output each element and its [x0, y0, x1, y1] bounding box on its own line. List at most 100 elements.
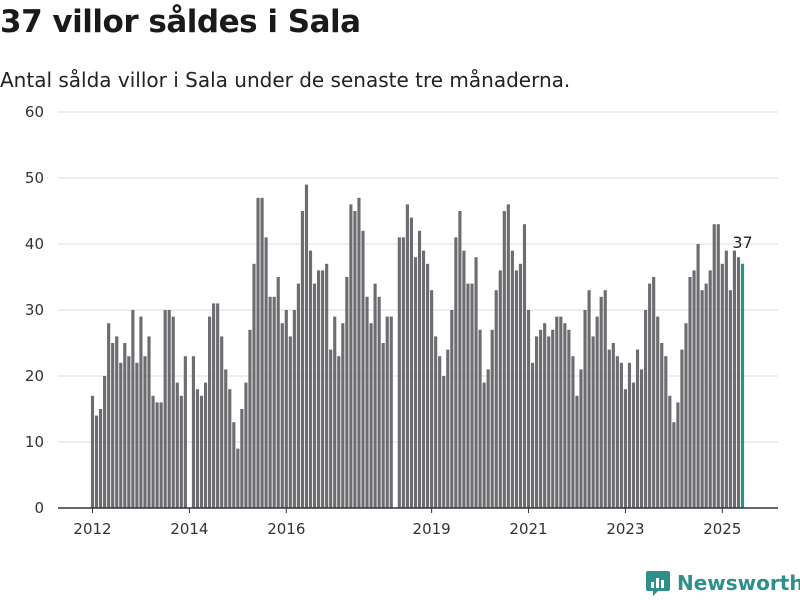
- x-tick-label: 2012: [73, 520, 111, 538]
- bar: [143, 356, 147, 508]
- bar: [603, 290, 607, 508]
- bar: [547, 336, 551, 508]
- bar: [474, 257, 478, 508]
- bar: [337, 356, 341, 508]
- bar: [712, 224, 716, 508]
- y-tick-label: 40: [25, 235, 44, 253]
- bar: [373, 283, 377, 508]
- bar: [163, 310, 167, 508]
- bar: [599, 296, 603, 508]
- bar: [704, 283, 708, 508]
- bar: [413, 257, 418, 508]
- x-tick-label: 2021: [509, 520, 547, 538]
- bar: [607, 349, 611, 508]
- bar: [171, 316, 175, 508]
- bar: [167, 310, 171, 508]
- bar: [329, 349, 333, 508]
- bar: [615, 356, 619, 508]
- bar: [660, 343, 664, 508]
- bar: [99, 409, 103, 508]
- bar: [179, 395, 183, 508]
- y-tick-label: 20: [25, 367, 44, 385]
- bar: [466, 283, 470, 508]
- bar: [155, 402, 159, 508]
- bar: [567, 329, 571, 508]
- bar: [151, 395, 155, 508]
- bar: [115, 336, 119, 508]
- bar: [486, 369, 490, 508]
- bar: [631, 382, 636, 508]
- bar: [672, 422, 676, 508]
- bar: [478, 329, 482, 508]
- bar: [664, 356, 668, 508]
- bar: [280, 323, 284, 508]
- bar: [518, 263, 523, 508]
- bar: [139, 316, 143, 508]
- bar: [684, 323, 688, 508]
- bar: [119, 362, 123, 508]
- bar: [288, 336, 292, 508]
- bar: [385, 316, 389, 508]
- bar: [530, 362, 535, 508]
- bar: [135, 362, 139, 508]
- highlight-value-label: 37: [732, 233, 752, 252]
- bar: [357, 197, 361, 509]
- bar: [514, 270, 518, 508]
- bar: [502, 211, 506, 508]
- chart-subtitle: Antal sålda villor i Sala under de senas…: [0, 68, 571, 92]
- bar: [349, 204, 353, 508]
- bar: [458, 211, 462, 508]
- x-tick-label: 2014: [170, 520, 208, 538]
- bar: [575, 395, 579, 508]
- x-tick-label: 2016: [267, 520, 305, 538]
- bar: [522, 224, 527, 508]
- bar: [462, 250, 466, 508]
- bar: [248, 329, 252, 508]
- bar: [720, 263, 724, 508]
- bar: [216, 303, 220, 508]
- bar: [482, 382, 486, 508]
- bar: [333, 316, 337, 508]
- x-tick-label: 2025: [703, 520, 741, 538]
- bar: [236, 448, 240, 508]
- bar: [680, 349, 684, 508]
- bar: [644, 310, 648, 508]
- bar: [304, 184, 309, 508]
- bar: [426, 263, 430, 508]
- bar: [325, 263, 329, 508]
- bar: [127, 356, 131, 508]
- bar: [676, 402, 680, 508]
- bar: [212, 303, 216, 508]
- y-tick-label: 0: [34, 499, 44, 517]
- bar: [341, 323, 345, 508]
- bar: [494, 290, 498, 508]
- axes: 0 10 20 30 40 50 60 2012 2014 2016 2019 2021 2023 202…: [25, 103, 778, 538]
- newsworthy-logo-icon: [646, 571, 670, 596]
- bar: [256, 197, 260, 509]
- x-tick-label: 2023: [606, 520, 644, 538]
- bar: [732, 250, 736, 508]
- bar: [639, 369, 644, 508]
- bar: [559, 316, 563, 508]
- bar: [111, 343, 115, 508]
- bar: [728, 290, 732, 508]
- bar: [635, 349, 640, 508]
- bar: [490, 329, 494, 508]
- bars: [90, 184, 745, 509]
- bar: [183, 356, 187, 508]
- bar: [656, 316, 660, 508]
- bar: [260, 197, 264, 509]
- bar: [454, 237, 458, 508]
- bar: [619, 362, 623, 508]
- bar: [276, 277, 280, 508]
- bar: [272, 296, 276, 508]
- bar: [203, 382, 208, 508]
- bar: [268, 296, 272, 508]
- bar: [583, 310, 587, 508]
- bar: [716, 224, 720, 508]
- bar: [369, 323, 373, 508]
- y-tick-label: 10: [25, 433, 44, 451]
- bar: [220, 336, 224, 508]
- bar: [159, 402, 163, 508]
